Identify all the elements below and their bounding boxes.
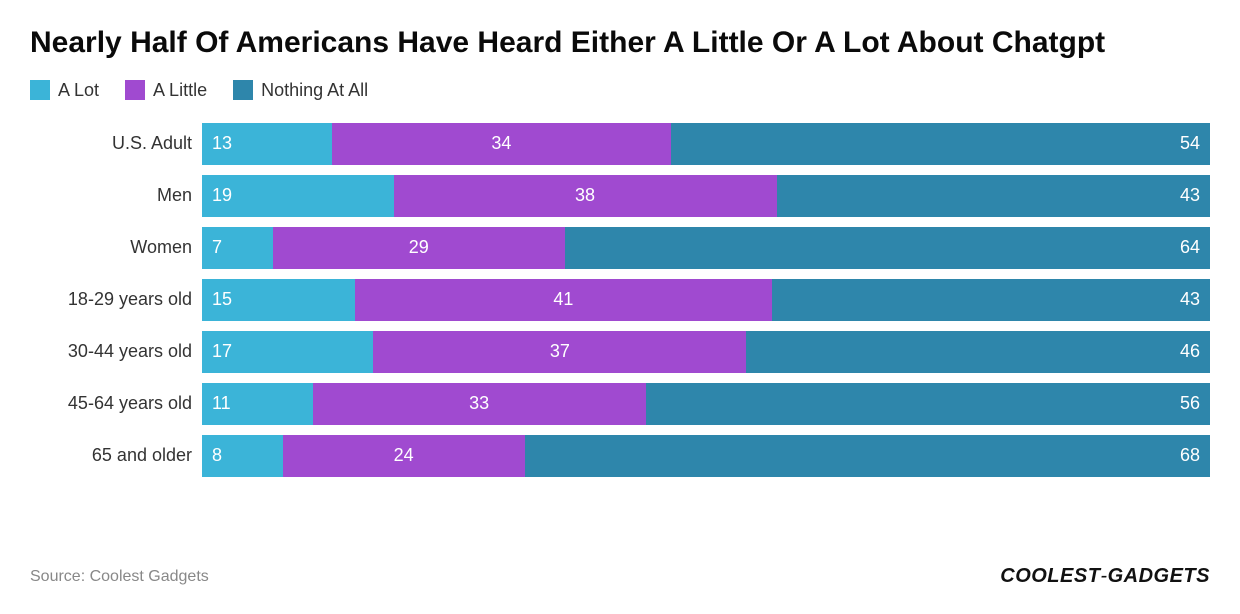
legend-label: A Little — [153, 80, 207, 101]
logo-dash: - — [1100, 565, 1107, 587]
chart-row: 18-29 years old154143 — [30, 279, 1210, 321]
bar-track: 133454 — [202, 123, 1210, 165]
bar-segment: 17 — [202, 331, 373, 373]
row-label: 45-64 years old — [30, 393, 202, 414]
chart-row: U.S. Adult133454 — [30, 123, 1210, 165]
source-label: Source: Coolest Gadgets — [30, 568, 209, 586]
chart-row: 45-64 years old113356 — [30, 383, 1210, 425]
row-label: 30-44 years old — [30, 341, 202, 362]
bar-segment: 7 — [202, 227, 273, 269]
bar-segment: 54 — [671, 123, 1210, 165]
bar-track: 173746 — [202, 331, 1210, 373]
bar-segment: 43 — [772, 279, 1210, 321]
bar-segment: 33 — [313, 383, 646, 425]
chart-area: U.S. Adult133454Men193843Women7296418-29… — [30, 123, 1210, 477]
row-label: 65 and older — [30, 445, 202, 466]
row-label: Men — [30, 185, 202, 206]
bar-segment: 29 — [273, 227, 565, 269]
bar-segment: 34 — [332, 123, 671, 165]
legend-label: A Lot — [58, 80, 99, 101]
chart-title: Nearly Half Of Americans Have Heard Eith… — [30, 24, 1130, 62]
bar-segment: 19 — [202, 175, 394, 217]
bar-segment: 56 — [646, 383, 1210, 425]
legend-item: A Little — [125, 80, 207, 101]
bar-track: 82468 — [202, 435, 1210, 477]
bar-segment: 41 — [355, 279, 772, 321]
row-label: U.S. Adult — [30, 133, 202, 154]
logo-part1: COOLEST — [1000, 565, 1100, 587]
legend: A Lot A Little Nothing At All — [30, 80, 1210, 101]
bar-segment: 37 — [373, 331, 746, 373]
chart-row: Women72964 — [30, 227, 1210, 269]
brand-logo: COOLEST-GADGETS — [1000, 565, 1210, 588]
row-label: 18-29 years old — [30, 289, 202, 310]
legend-swatch — [30, 80, 50, 100]
bar-track: 72964 — [202, 227, 1210, 269]
bar-segment: 68 — [525, 435, 1210, 477]
chart-row: Men193843 — [30, 175, 1210, 217]
logo-part2: GADGETS — [1108, 565, 1210, 587]
bar-track: 154143 — [202, 279, 1210, 321]
bar-track: 113356 — [202, 383, 1210, 425]
bar-segment: 38 — [394, 175, 777, 217]
bar-segment: 15 — [202, 279, 355, 321]
legend-swatch — [125, 80, 145, 100]
legend-item: A Lot — [30, 80, 99, 101]
chart-row: 65 and older82468 — [30, 435, 1210, 477]
bar-segment: 8 — [202, 435, 283, 477]
bar-segment: 13 — [202, 123, 332, 165]
chart-row: 30-44 years old173746 — [30, 331, 1210, 373]
legend-item: Nothing At All — [233, 80, 368, 101]
bar-segment: 11 — [202, 383, 313, 425]
row-label: Women — [30, 237, 202, 258]
footer: Source: Coolest Gadgets COOLEST-GADGETS — [30, 565, 1210, 588]
legend-label: Nothing At All — [261, 80, 368, 101]
bar-segment: 24 — [283, 435, 525, 477]
bar-track: 193843 — [202, 175, 1210, 217]
bar-segment: 46 — [746, 331, 1210, 373]
legend-swatch — [233, 80, 253, 100]
bar-segment: 43 — [777, 175, 1210, 217]
bar-segment: 64 — [565, 227, 1210, 269]
